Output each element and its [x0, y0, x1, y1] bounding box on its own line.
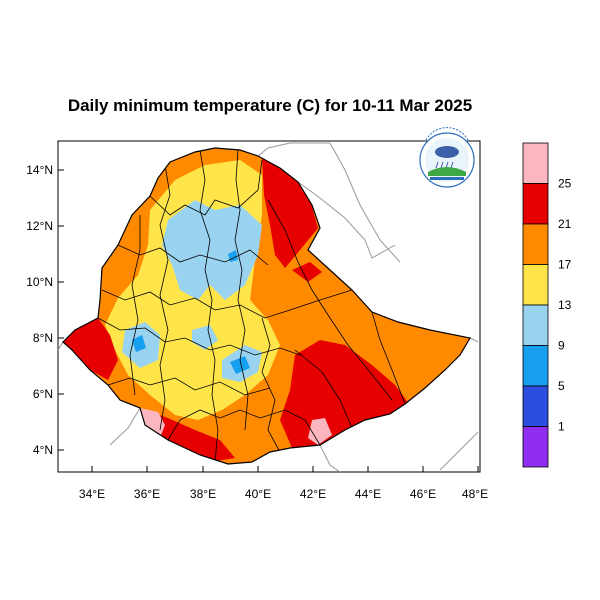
lat-tick-label: 4°N: [33, 443, 53, 457]
colorbar-label: 5: [558, 379, 565, 393]
lat-tick-label: 10°N: [26, 275, 53, 289]
lon-tick-label: 34°E: [79, 487, 105, 501]
lat-tick-label: 14°N: [26, 163, 53, 177]
colorbar-swatch: [522, 426, 549, 468]
colorbar-label: 21: [558, 217, 572, 231]
district-borders: [97, 149, 406, 463]
lat-axis: [58, 169, 64, 451]
colorbar-label: 17: [558, 258, 572, 272]
colorbar-swatch: [522, 345, 549, 387]
lon-tick-label: 46°E: [410, 487, 436, 501]
lat-tick-label: 8°N: [33, 331, 53, 345]
colorbar-label: 25: [558, 177, 572, 191]
colorbar: 25 21 17 13 9 5 1: [522, 142, 572, 468]
neighbor-borders: [57, 142, 479, 473]
colorbar-label: 13: [558, 298, 572, 312]
ethiopia-outline: [62, 147, 471, 465]
lon-tick-label: 42°E: [300, 487, 326, 501]
colorbar-swatch: [522, 183, 549, 225]
lon-tick-label: 40°E: [245, 487, 271, 501]
ethiopian-meteorology-institute-logo: [419, 127, 475, 188]
lon-tick-label: 48°E: [462, 487, 488, 501]
colorbar-swatch: [522, 264, 549, 306]
map-title: Daily minimum temperature (C) for 10-11 …: [67, 96, 473, 115]
colorbar-swatch: [522, 142, 549, 184]
lon-tick-label: 38°E: [190, 487, 216, 501]
lon-tick-label: 36°E: [134, 487, 160, 501]
lat-tick-label: 6°N: [33, 387, 53, 401]
colorbar-swatch: [522, 385, 549, 427]
colorbar-swatch: [522, 223, 549, 265]
lon-tick-label: 44°E: [355, 487, 381, 501]
lon-axis: [91, 466, 479, 472]
lat-tick-label: 12°N: [26, 219, 53, 233]
colorbar-label: 9: [558, 339, 565, 353]
colorbar-label: 1: [558, 420, 565, 434]
colorbar-swatch: [522, 304, 549, 346]
